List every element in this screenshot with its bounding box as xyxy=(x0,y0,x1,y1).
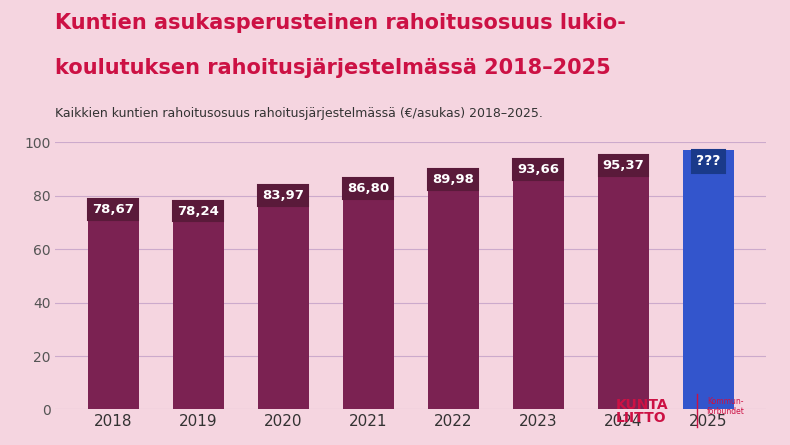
Text: Kommun-
förbundet: Kommun- förbundet xyxy=(707,397,745,416)
Text: ???: ??? xyxy=(696,154,720,168)
Text: 95,37: 95,37 xyxy=(603,159,645,172)
Text: 86,80: 86,80 xyxy=(348,182,389,194)
Text: Kaikkien kuntien rahoitusosuus rahoitusjärjestelmässä (€/asukas) 2018–2025.: Kaikkien kuntien rahoitusosuus rahoitusj… xyxy=(55,107,544,120)
Text: 83,97: 83,97 xyxy=(262,189,304,202)
Bar xyxy=(683,150,734,409)
Bar xyxy=(258,185,309,409)
Bar xyxy=(343,178,393,409)
Text: koulutuksen rahoitusjärjestelmässä 2018–2025: koulutuksen rahoitusjärjestelmässä 2018–… xyxy=(55,58,611,78)
Text: 89,98: 89,98 xyxy=(432,173,474,186)
Bar xyxy=(88,199,139,409)
Text: 78,24: 78,24 xyxy=(177,205,219,218)
Bar xyxy=(173,201,224,409)
Bar xyxy=(428,169,479,409)
Text: Kuntien asukasperusteinen rahoitusosuus lukio-: Kuntien asukasperusteinen rahoitusosuus … xyxy=(55,13,626,33)
Text: 93,66: 93,66 xyxy=(517,163,559,176)
Text: 78,67: 78,67 xyxy=(92,203,134,216)
Bar xyxy=(513,159,564,409)
Bar xyxy=(598,155,649,409)
Text: KUNTA
LIITTO: KUNTA LIITTO xyxy=(616,398,669,425)
